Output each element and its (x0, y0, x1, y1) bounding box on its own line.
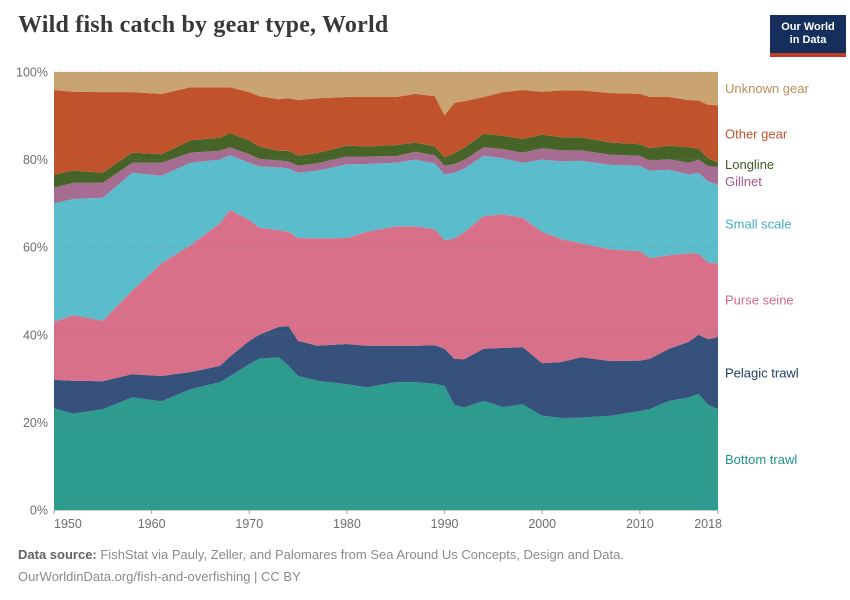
page-title: Wild fish catch by gear type, World (18, 12, 389, 38)
legend-label-pelagic-trawl: Pelagic trawl (725, 366, 799, 381)
footer: Data source: FishStat via Pauly, Zeller,… (18, 544, 818, 588)
y-tick-label-0: 0% (30, 504, 48, 518)
legend-label-other-gear: Other gear (725, 126, 788, 141)
x-tick-label-2010: 2010 (626, 517, 654, 531)
legend-label-purse-seine: Purse seine (725, 293, 794, 308)
y-tick-label-80: 80% (23, 153, 48, 167)
x-tick-label-1950: 1950 (54, 517, 82, 531)
footer-source-text: FishStat via Pauly, Zeller, and Palomare… (96, 547, 624, 562)
footer-source-label: Data source: (18, 547, 97, 562)
x-tick-label-1970: 1970 (235, 517, 263, 531)
owid-logo-box: Our World in Data (770, 15, 846, 53)
owid-logo-line1: Our World (781, 21, 835, 33)
legend-label-gillnet: Gillnet (725, 174, 762, 189)
x-tick-label-1960: 1960 (138, 517, 166, 531)
x-tick-label-1990: 1990 (431, 517, 459, 531)
legend-label-bottom-trawl: Bottom trawl (725, 452, 797, 467)
legend-label-small-scale: Small scale (725, 216, 791, 231)
area-longline (54, 133, 718, 188)
y-tick-label-40: 40% (23, 328, 48, 342)
area-small-scale (54, 155, 718, 322)
x-tick-label-2000: 2000 (528, 517, 556, 531)
y-tick-label-100: 100% (16, 66, 48, 80)
owid-logo: Our World in Data (770, 15, 846, 57)
footer-license-line: OurWorldinData.org/fish-and-overfishing … (18, 569, 301, 584)
area-pelagic-trawl (54, 326, 718, 418)
legend-label-longline: Longline (725, 157, 774, 172)
footer-source-line: Data source: FishStat via Pauly, Zeller,… (18, 544, 818, 566)
owid-logo-line2: in Data (789, 34, 827, 46)
owid-logo-stripe (770, 53, 846, 57)
area-gillnet (54, 147, 718, 204)
area-unknown-gear (54, 72, 718, 116)
x-tick-label-1980: 1980 (333, 517, 361, 531)
y-tick-label-20: 20% (23, 416, 48, 430)
legend-label-unknown-gear: Unknown gear (725, 81, 809, 96)
area-purse-seine (54, 210, 718, 382)
x-tick-label-2018: 2018 (694, 517, 722, 531)
y-tick-label-60: 60% (23, 241, 48, 255)
area-bottom-trawl (54, 357, 718, 510)
area-other-gear (54, 87, 718, 175)
